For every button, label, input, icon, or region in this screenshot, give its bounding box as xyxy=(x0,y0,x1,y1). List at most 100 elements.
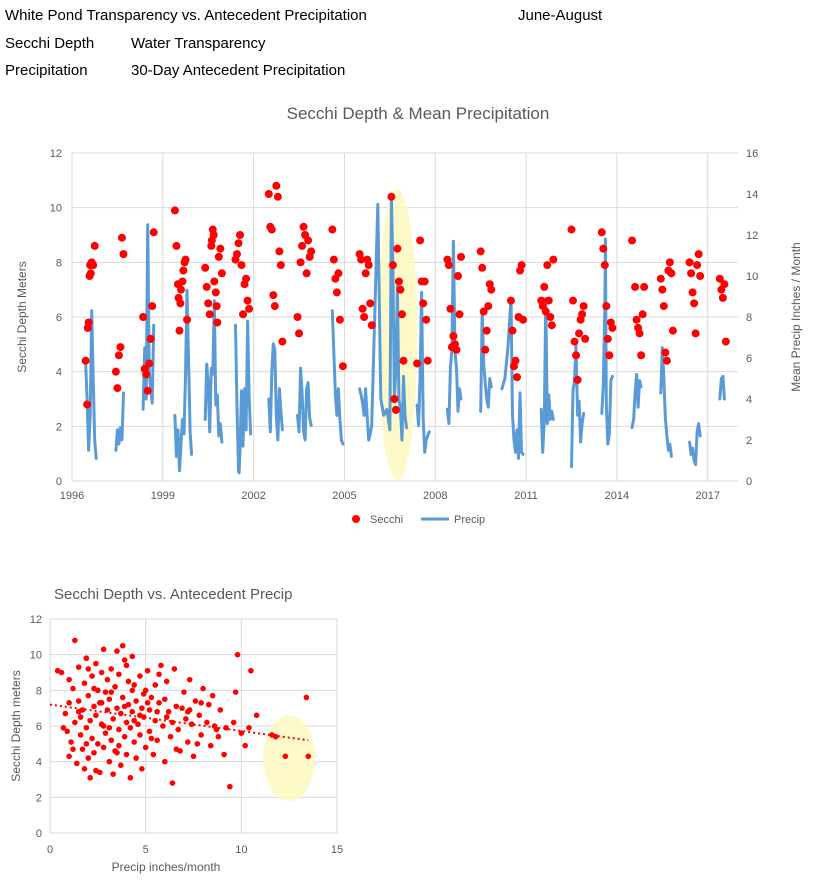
secchi-point xyxy=(628,236,637,245)
legend-secchi-marker xyxy=(352,515,360,523)
scatter-point xyxy=(139,705,145,711)
secchi-point xyxy=(631,282,640,291)
scatter-point xyxy=(125,678,132,685)
secchi-point xyxy=(264,190,273,198)
secchi-point xyxy=(212,302,221,311)
scatter-point xyxy=(83,724,90,731)
secchi-point xyxy=(237,261,246,270)
y-tick-label: 12 xyxy=(50,148,62,160)
secchi-point xyxy=(360,313,369,321)
scatter-point xyxy=(171,666,178,672)
secchi-point xyxy=(665,258,674,267)
secchi-point xyxy=(295,329,304,338)
y2-axis-label: Mean Precip Inches / Month xyxy=(789,242,803,391)
scatter-point xyxy=(117,762,124,769)
precip-line xyxy=(330,309,345,446)
secchi-point xyxy=(298,241,307,250)
scatter-point xyxy=(206,701,212,708)
scatter-point xyxy=(135,721,141,728)
secchi-point xyxy=(276,261,285,270)
secchi-point xyxy=(513,373,522,382)
scatter-point xyxy=(123,662,130,669)
secchi-point xyxy=(569,296,578,305)
secchi-point xyxy=(178,277,187,286)
secchi-point xyxy=(478,263,487,272)
y-tick-label: 4 xyxy=(56,367,62,379)
x-tick-label: 2005 xyxy=(332,490,356,502)
secchi-point xyxy=(575,329,584,338)
secchi-point xyxy=(172,241,181,250)
secchi-point xyxy=(444,261,453,270)
scatter-point xyxy=(204,719,210,726)
secchi-point xyxy=(570,337,579,346)
scatter-point xyxy=(146,707,153,713)
secchi-point xyxy=(638,310,647,319)
secchi-point xyxy=(204,299,213,308)
scatter-point xyxy=(144,667,151,674)
secchi-point xyxy=(715,274,724,283)
secchi-point xyxy=(213,318,222,327)
scatter-point xyxy=(100,723,107,729)
secchi-point xyxy=(691,329,700,338)
scatter-point xyxy=(116,742,122,749)
scatter-point xyxy=(72,637,78,644)
secchi-point xyxy=(390,395,399,403)
x-axis-label: Precip inches/month xyxy=(112,860,221,874)
scatter-point xyxy=(106,724,113,731)
secchi-point xyxy=(656,274,665,283)
secchi-point xyxy=(328,225,337,234)
y2-tick-label: 10 xyxy=(746,271,758,283)
secchi-point xyxy=(329,255,338,264)
secchi-point xyxy=(270,302,279,311)
scatter-point xyxy=(77,732,84,738)
precip-line xyxy=(630,372,643,430)
scatter-point xyxy=(175,726,181,733)
scatter-point xyxy=(131,739,137,745)
secchi-point xyxy=(420,277,429,286)
y-tick-label: 6 xyxy=(36,721,42,733)
secchi-point xyxy=(547,321,556,330)
scatter-point xyxy=(91,685,97,692)
secchi-point xyxy=(90,241,99,250)
scatter-point xyxy=(77,714,84,720)
scatter-point xyxy=(91,749,97,756)
scatter-point xyxy=(89,735,95,742)
y2-tick-label: 14 xyxy=(746,189,758,201)
legend-secchi-label: Secchi xyxy=(370,514,403,526)
precip-line xyxy=(600,237,614,446)
secchi-point xyxy=(299,222,308,231)
scatter-point xyxy=(129,708,136,715)
secchi-point xyxy=(117,233,126,242)
scatter-point xyxy=(83,741,90,747)
secchi-point xyxy=(635,329,644,338)
scatter-point xyxy=(196,712,203,719)
secchi-point xyxy=(119,250,128,259)
secchi-point xyxy=(640,282,649,291)
scatter-point xyxy=(110,771,116,777)
scatter-point xyxy=(129,687,136,694)
scatter-point xyxy=(215,733,222,740)
secchi-point xyxy=(416,236,425,245)
secchi-point xyxy=(422,315,431,324)
secchi-point xyxy=(302,269,311,278)
scatter-point xyxy=(64,728,71,735)
scatter-point xyxy=(163,678,170,685)
scatter-point xyxy=(129,653,136,660)
secchi-point xyxy=(211,288,220,297)
scatter-point xyxy=(123,751,130,758)
secchi-point xyxy=(170,206,179,215)
secchi-point xyxy=(487,285,496,294)
secchi-point xyxy=(690,299,699,308)
precip-line xyxy=(539,297,555,454)
scatter-point xyxy=(83,655,90,662)
secchi-point xyxy=(293,313,302,321)
trendline xyxy=(49,703,309,742)
y-tick-label: 2 xyxy=(36,792,42,804)
scatter-point xyxy=(81,680,88,686)
secchi-point xyxy=(688,288,697,297)
y-axis-label: Secchi Depth meters xyxy=(9,670,23,781)
secchi-point xyxy=(234,239,243,248)
secchi-point xyxy=(269,291,278,300)
secchi-point xyxy=(83,400,92,409)
secchi-point xyxy=(364,261,373,270)
